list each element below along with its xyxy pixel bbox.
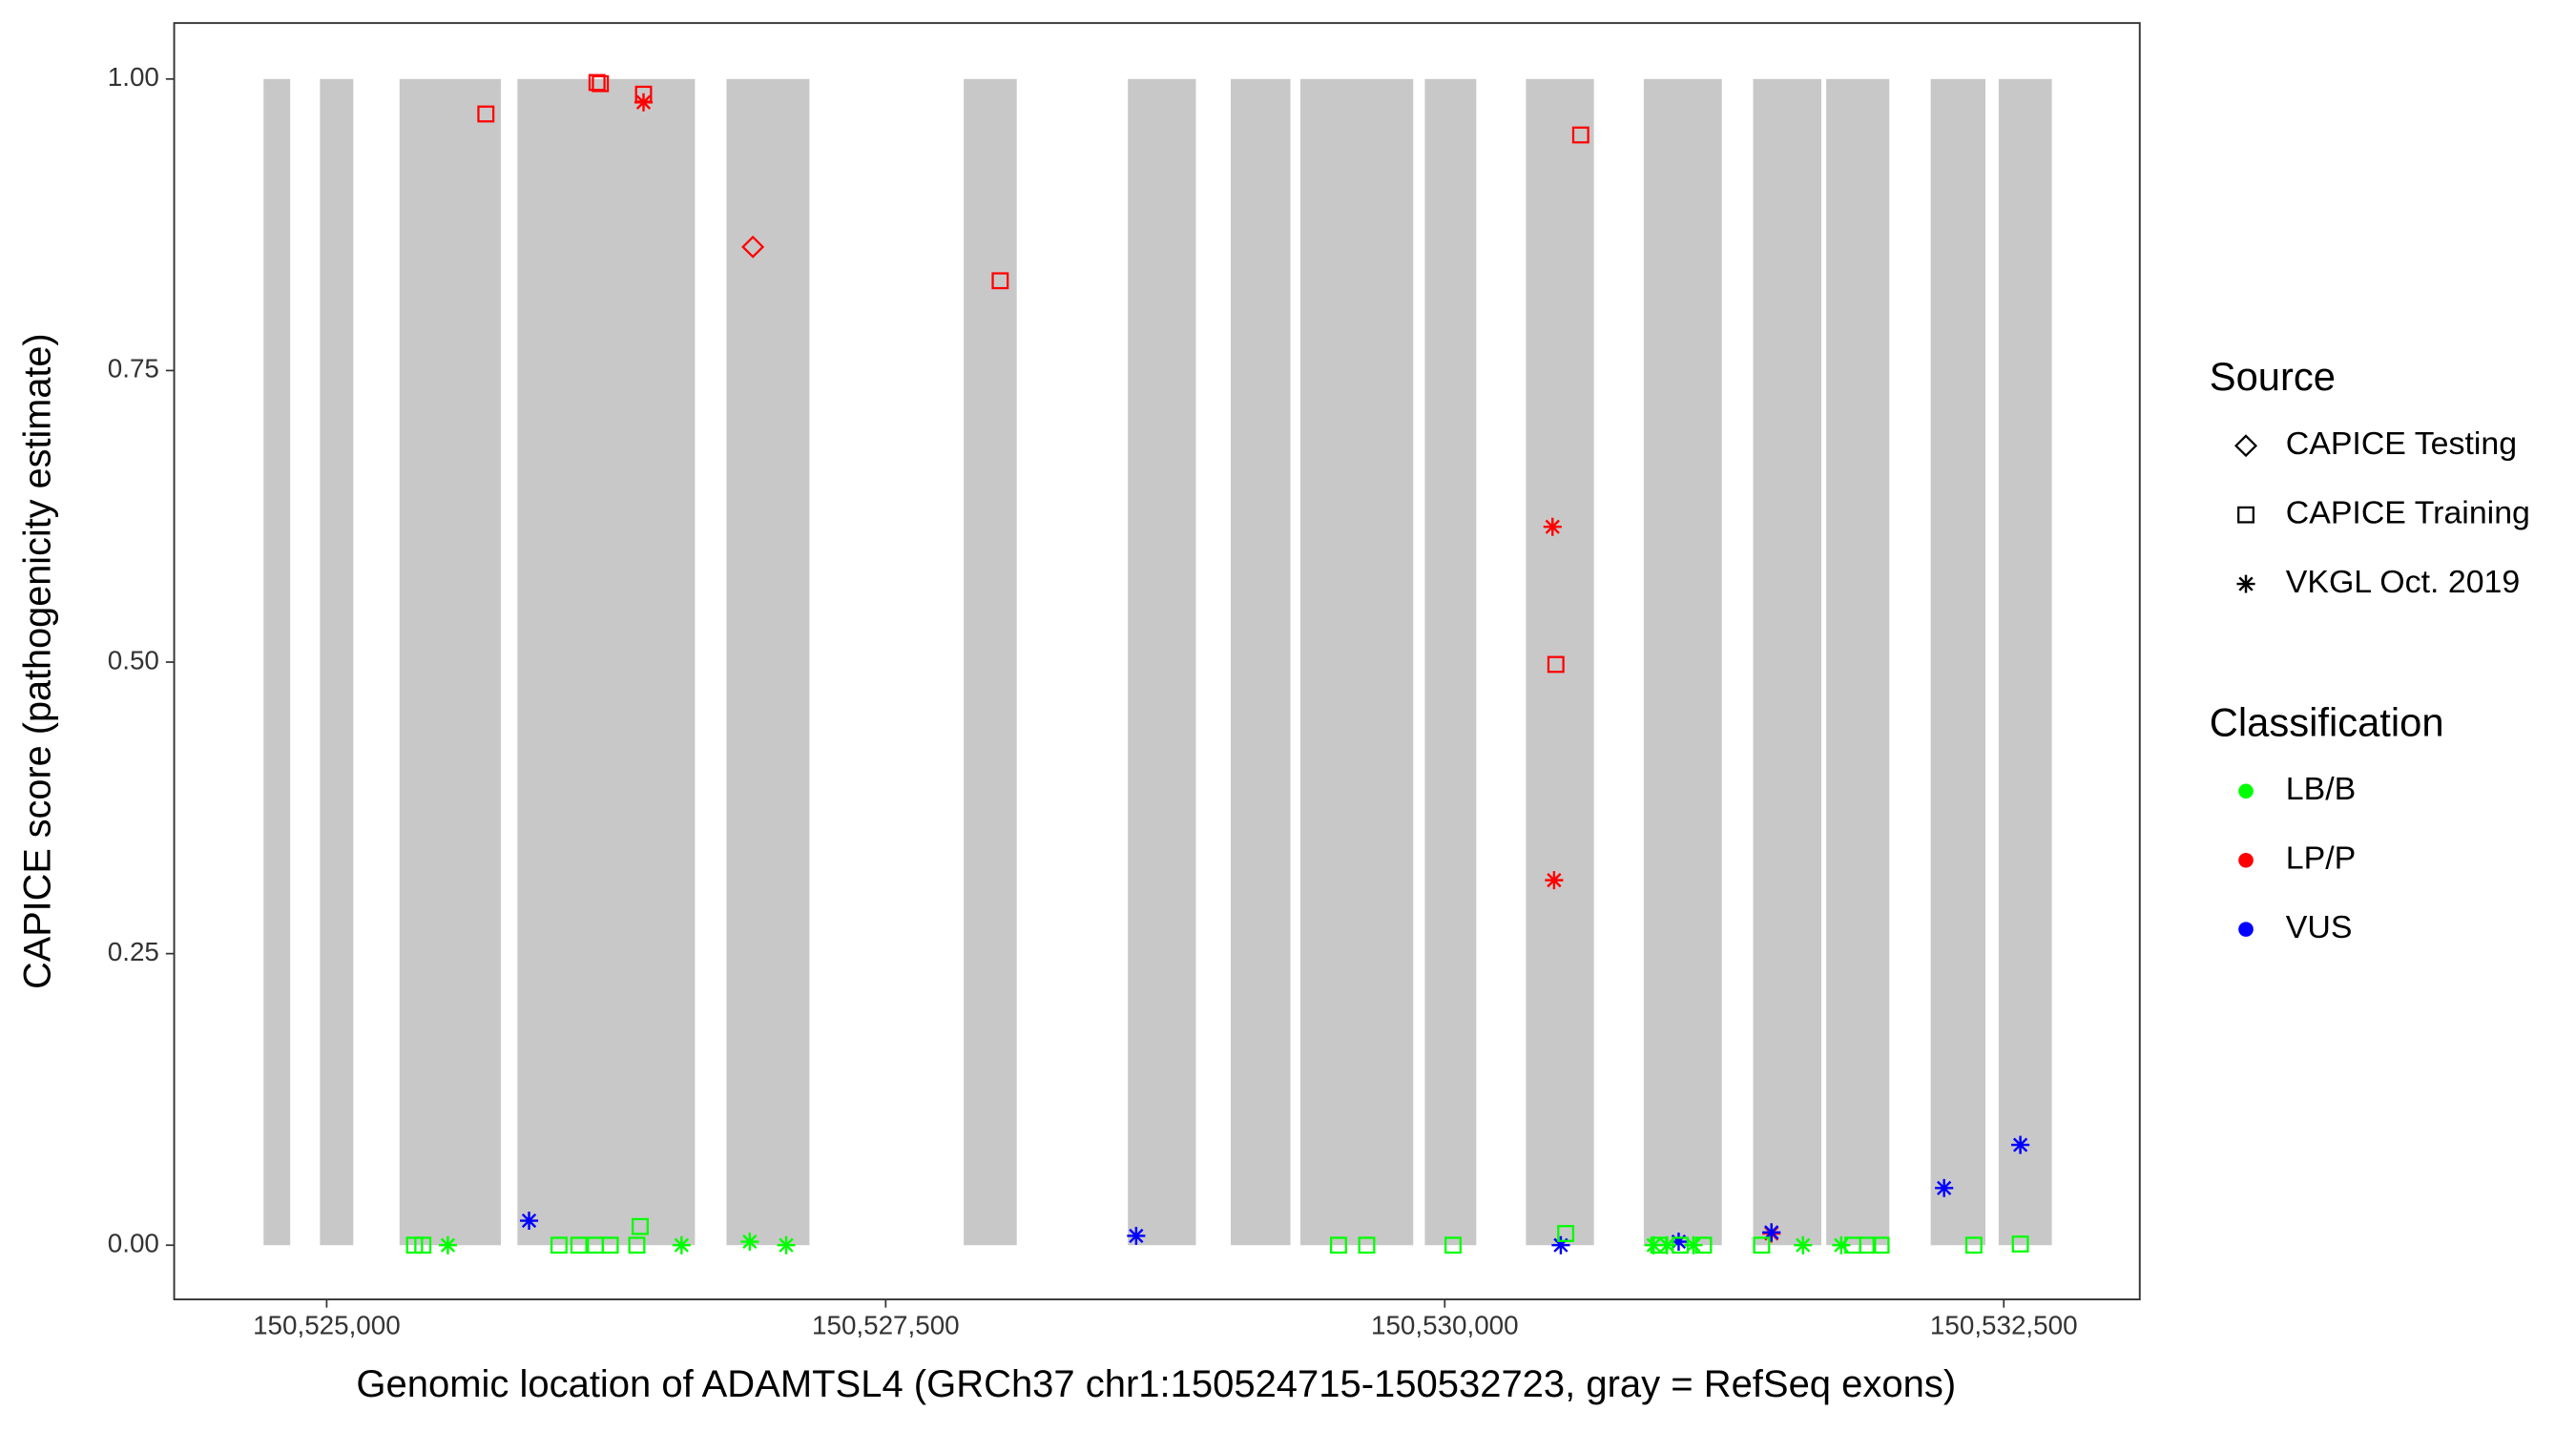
- exon: [263, 78, 291, 1246]
- y-tick-label: 0.50: [108, 645, 159, 674]
- legend-label: LB/B: [2286, 771, 2356, 807]
- exon: [1930, 78, 1986, 1246]
- y-tick-label: 0.00: [108, 1229, 159, 1258]
- point: [1872, 1236, 1890, 1255]
- exon: [1753, 78, 1821, 1246]
- point: [1672, 1236, 1690, 1255]
- point: [1358, 1236, 1376, 1255]
- y-tick-label: 0.25: [108, 937, 159, 966]
- point: [672, 1235, 691, 1255]
- point: [741, 235, 765, 259]
- point: [634, 93, 654, 112]
- legend-title: Source: [2210, 354, 2336, 399]
- point: [601, 1236, 619, 1255]
- point: [477, 105, 495, 123]
- legend-label: CAPICE Training: [2286, 495, 2530, 531]
- point: [2011, 1235, 2029, 1253]
- point: [1557, 1225, 1575, 1242]
- legend-symbol: [2238, 783, 2254, 799]
- x-tick-label: 150,532,500: [1930, 1311, 2078, 1340]
- point: [1753, 1236, 1771, 1255]
- point: [1330, 1236, 1347, 1255]
- panel-border: [173, 22, 2141, 1301]
- point: [1571, 126, 1589, 144]
- point: [1762, 1223, 1781, 1242]
- point: [519, 1212, 539, 1231]
- point: [592, 74, 610, 93]
- exon: [1526, 78, 1594, 1246]
- x-axis-title: Genomic location of ADAMTSL4 (GRCh37 chr…: [356, 1363, 1956, 1405]
- exon: [1826, 78, 1890, 1246]
- y-axis-title: CAPICE score (pathogenicity estimate): [16, 333, 58, 988]
- point: [1650, 1236, 1668, 1255]
- point: [991, 272, 1009, 290]
- point: [1935, 1178, 1954, 1197]
- legend-title: Classification: [2210, 699, 2444, 744]
- legend-symbol: [2238, 852, 2254, 868]
- exon: [1299, 78, 1414, 1246]
- point: [1694, 1236, 1713, 1255]
- point: [777, 1235, 796, 1255]
- exon: [726, 78, 810, 1246]
- legend-symbol: [2236, 574, 2255, 593]
- point: [570, 1236, 588, 1255]
- point: [414, 1236, 432, 1255]
- point: [2011, 1135, 2030, 1154]
- point: [1644, 1235, 1663, 1255]
- point: [1832, 1235, 1851, 1255]
- legend-symbol: [2238, 922, 2254, 937]
- point: [1964, 1236, 1983, 1255]
- point: [1127, 1226, 1146, 1245]
- exon: [1998, 78, 2052, 1246]
- point: [588, 73, 606, 92]
- exon: [1424, 78, 1477, 1246]
- point: [1545, 871, 1564, 890]
- legend-symbol: [2233, 434, 2258, 458]
- point: [1859, 1236, 1877, 1255]
- legend-symbol: [2237, 506, 2254, 524]
- exon: [1128, 78, 1196, 1246]
- point: [1547, 655, 1565, 674]
- exon: [1230, 78, 1291, 1246]
- point: [1444, 1236, 1462, 1255]
- legend-label: CAPICE Testing: [2286, 425, 2517, 462]
- point: [628, 1236, 646, 1255]
- point: [1669, 1233, 1689, 1252]
- point: [1684, 1235, 1703, 1255]
- point: [1551, 1235, 1570, 1255]
- x-tick-label: 150,527,500: [812, 1311, 960, 1340]
- exon: [399, 78, 501, 1246]
- exon: [320, 78, 354, 1246]
- point: [438, 1235, 457, 1255]
- x-tick-label: 150,525,000: [253, 1311, 401, 1340]
- point: [550, 1236, 568, 1255]
- x-tick-label: 150,530,000: [1371, 1311, 1519, 1340]
- exon: [517, 78, 696, 1246]
- y-tick-label: 1.00: [108, 62, 159, 92]
- exon: [964, 78, 1017, 1246]
- y-tick-label: 0.75: [108, 354, 159, 384]
- legend-label: VKGL Oct. 2019: [2286, 564, 2521, 600]
- point: [1543, 517, 1562, 536]
- legend-label: LP/P: [2286, 840, 2356, 877]
- point: [632, 1217, 649, 1235]
- legend-label: VUS: [2286, 909, 2353, 945]
- point: [740, 1233, 759, 1252]
- exon: [1643, 78, 1722, 1246]
- point: [1794, 1235, 1813, 1255]
